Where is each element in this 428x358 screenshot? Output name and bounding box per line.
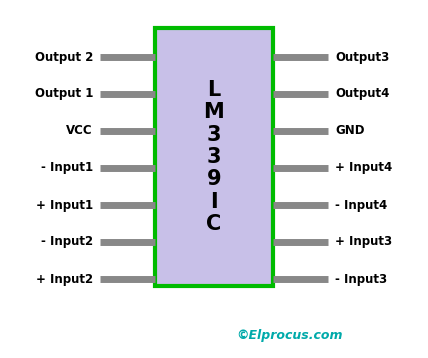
Text: L
M
3
3
9
I
C: L M 3 3 9 I C xyxy=(204,80,224,234)
Text: - Input3: - Input3 xyxy=(335,272,387,285)
Bar xyxy=(155,28,273,286)
Text: - Input2: - Input2 xyxy=(41,236,93,248)
Text: - Input1: - Input1 xyxy=(41,161,93,174)
Text: Output 2: Output 2 xyxy=(35,50,93,63)
Text: - Input4: - Input4 xyxy=(335,198,387,212)
Text: GND: GND xyxy=(335,125,365,137)
Text: + Input1: + Input1 xyxy=(36,198,93,212)
Text: + Input2: + Input2 xyxy=(36,272,93,285)
Text: + Input4: + Input4 xyxy=(335,161,392,174)
Text: Output3: Output3 xyxy=(335,50,389,63)
Text: + Input3: + Input3 xyxy=(335,236,392,248)
Text: Output 1: Output 1 xyxy=(35,87,93,101)
Text: Output4: Output4 xyxy=(335,87,389,101)
Text: ©Elprocus.com: ©Elprocus.com xyxy=(237,329,343,342)
Text: VCC: VCC xyxy=(66,125,93,137)
